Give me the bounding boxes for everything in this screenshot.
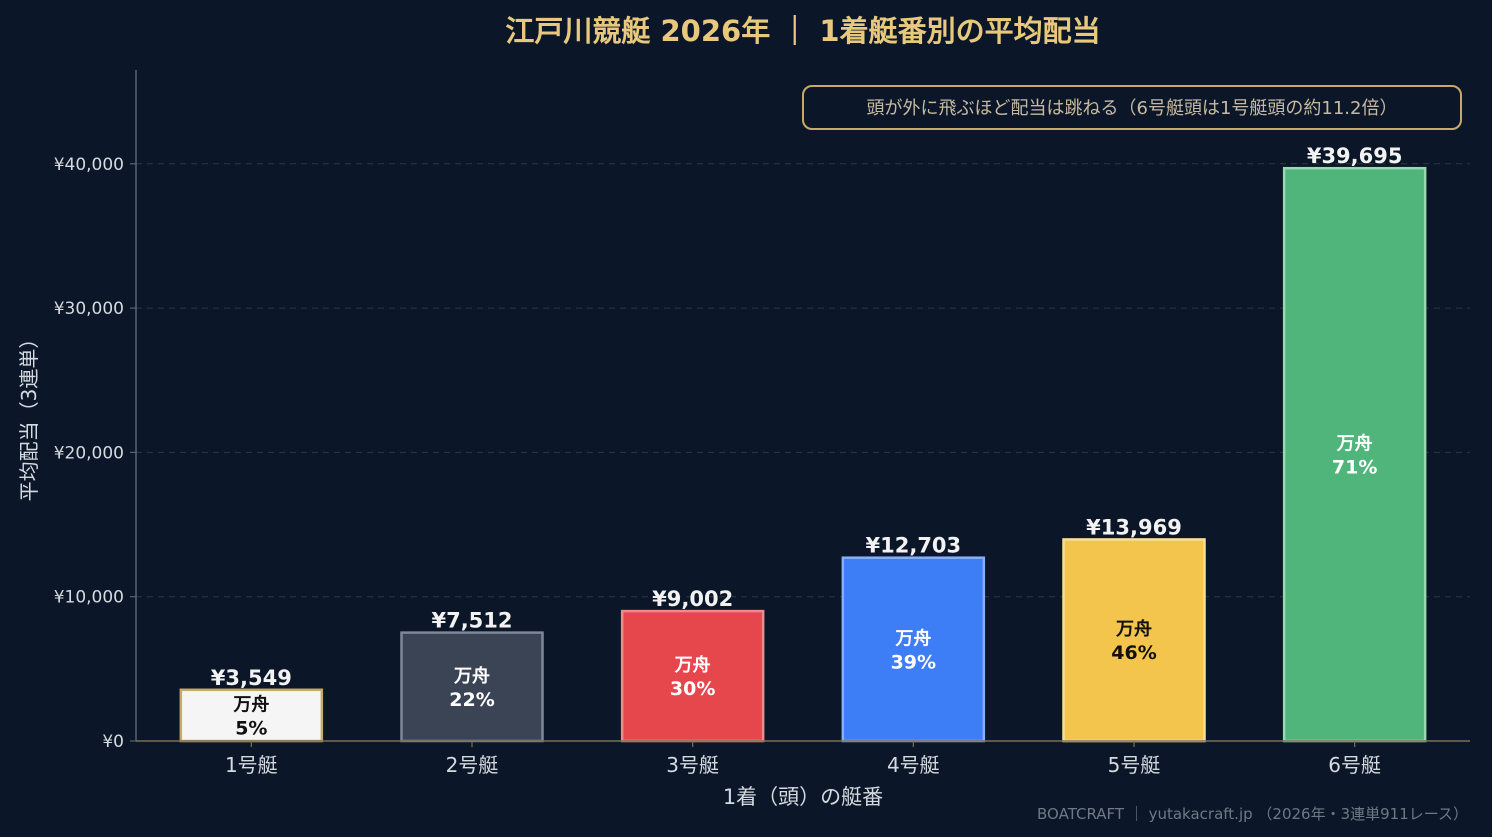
bar-value-label: ¥3,549	[211, 666, 292, 690]
x-tick-labels: 1号艇 2号艇 3号艇 4号艇 5号艇 6号艇	[225, 741, 1381, 777]
bar-inner-label: 万舟	[1336, 433, 1373, 455]
bar-inner-label: 万舟	[453, 665, 490, 687]
y-tick-label: ¥0	[102, 732, 124, 752]
y-axis-label: 平均配当（3連単）	[17, 329, 41, 502]
bar-inner-label: 万舟	[894, 627, 931, 649]
x-tick-label: 5号艇	[1108, 753, 1161, 777]
bar-value-label: ¥9,002	[652, 587, 733, 611]
y-tick-label: ¥20,000	[54, 443, 124, 463]
bar-value-label: ¥39,695	[1307, 144, 1403, 168]
x-axis-label: 1着（頭）の艇番	[723, 785, 883, 809]
bar-inner-label: 万舟	[1115, 618, 1152, 640]
y-tick-label: ¥30,000	[54, 299, 124, 319]
credit-text: BOATCRAFT ｜ yutakacraft.jp （2026年・3連単911…	[1037, 805, 1468, 823]
bar-inner-percent: 30%	[670, 678, 715, 700]
y-tick-label: ¥40,000	[54, 155, 124, 175]
bar	[1282, 166, 1427, 743]
bar	[841, 556, 986, 743]
x-tick-label: 2号艇	[446, 753, 499, 777]
x-tick-label: 1号艇	[225, 753, 278, 777]
annotation-box: 頭が外に飛ぶほど配当は跳ねる（6号艇頭は1号艇頭の約11.2倍）	[802, 85, 1462, 130]
y-tick-label: ¥10,000	[54, 588, 124, 608]
grid-lines	[136, 163, 1470, 598]
bar	[400, 631, 544, 743]
bars: ¥3,549万舟5%¥7,512万舟22%¥9,002万舟30%¥12,703万…	[179, 144, 1427, 743]
annotation-text: 頭が外に飛ぶほど配当は跳ねる（6号艇頭は1号艇頭の約11.2倍）	[867, 98, 1398, 119]
bar-inner-label: 万舟	[674, 654, 711, 676]
x-tick-label: 6号艇	[1328, 753, 1381, 777]
bar-inner-label: 万舟	[232, 693, 269, 715]
bar-inner-percent: 46%	[1111, 642, 1156, 664]
x-tick-label: 4号艇	[887, 753, 940, 777]
x-tick-label: 3号艇	[666, 753, 719, 777]
chart-title: 江戸川競艇 2026年 ｜ 1着艇番別の平均配当	[505, 14, 1100, 48]
bar-inner-percent: 71%	[1332, 457, 1377, 479]
bar-value-label: ¥13,969	[1086, 515, 1182, 539]
bar-inner-percent: 5%	[235, 717, 267, 739]
bar-value-label: ¥12,703	[866, 534, 962, 558]
bar-inner-percent: 39%	[891, 651, 936, 673]
bar-value-label: ¥7,512	[431, 609, 512, 633]
y-tick-labels: ¥0 ¥10,000 ¥20,000 ¥30,000 ¥40,000	[54, 155, 136, 752]
annotation-frame	[802, 85, 1462, 130]
bar-inner-percent: 22%	[449, 689, 494, 711]
